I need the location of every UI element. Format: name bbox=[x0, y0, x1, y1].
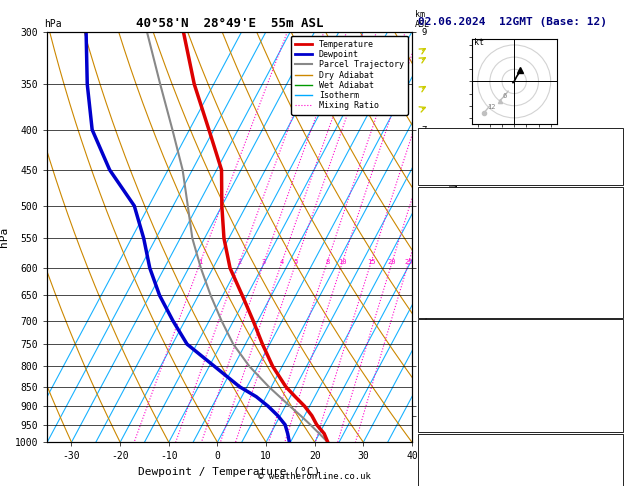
Text: 2: 2 bbox=[238, 260, 242, 265]
Text: 4: 4 bbox=[280, 260, 284, 265]
Text: 325: 325 bbox=[604, 248, 620, 257]
Text: PW (cm): PW (cm) bbox=[421, 171, 459, 179]
Text: 3: 3 bbox=[615, 266, 620, 275]
Text: 0: 0 bbox=[615, 417, 620, 426]
Text: 25: 25 bbox=[610, 134, 620, 142]
Text: 25: 25 bbox=[404, 260, 413, 265]
Text: 0: 0 bbox=[615, 303, 620, 312]
Text: Lifted Index: Lifted Index bbox=[421, 266, 486, 275]
Text: hPa: hPa bbox=[44, 19, 62, 29]
Text: 6: 6 bbox=[615, 476, 620, 485]
X-axis label: Dewpoint / Temperature (°C): Dewpoint / Temperature (°C) bbox=[138, 467, 321, 477]
Text: Lifted Index: Lifted Index bbox=[421, 381, 486, 389]
Text: 02.06.2024  12GMT (Base: 12): 02.06.2024 12GMT (Base: 12) bbox=[418, 17, 607, 27]
Text: θε(K): θε(K) bbox=[421, 248, 448, 257]
Text: 3: 3 bbox=[615, 381, 620, 389]
Title: 40°58'N  28°49'E  55m ASL: 40°58'N 28°49'E 55m ASL bbox=[136, 17, 323, 31]
Text: 2.54: 2.54 bbox=[599, 171, 620, 179]
Text: CAPE (J): CAPE (J) bbox=[421, 285, 464, 294]
Text: Most Unstable: Most Unstable bbox=[486, 325, 555, 334]
Text: 6: 6 bbox=[502, 93, 506, 100]
Y-axis label: hPa: hPa bbox=[0, 227, 9, 247]
Text: CIN (J): CIN (J) bbox=[421, 417, 459, 426]
Text: 0: 0 bbox=[615, 285, 620, 294]
Text: SREH: SREH bbox=[421, 476, 442, 485]
Text: 1011: 1011 bbox=[599, 344, 620, 352]
Text: 3: 3 bbox=[262, 260, 266, 265]
Text: 22.7: 22.7 bbox=[599, 211, 620, 220]
Y-axis label: Mixing Ratio (g/kg): Mixing Ratio (g/kg) bbox=[447, 181, 457, 293]
Text: 0: 0 bbox=[615, 399, 620, 408]
Text: EH: EH bbox=[421, 458, 431, 467]
Text: 1: 1 bbox=[198, 260, 203, 265]
Text: CAPE (J): CAPE (J) bbox=[421, 399, 464, 408]
Text: 8: 8 bbox=[325, 260, 330, 265]
Text: K: K bbox=[421, 134, 426, 142]
Text: Dewp (°C): Dewp (°C) bbox=[421, 229, 469, 238]
Text: 14.8: 14.8 bbox=[599, 229, 620, 238]
Text: 15: 15 bbox=[367, 260, 376, 265]
Text: 12: 12 bbox=[487, 104, 496, 110]
Text: km
ASL: km ASL bbox=[415, 10, 430, 29]
Text: 44: 44 bbox=[610, 152, 620, 161]
Text: 20: 20 bbox=[388, 260, 396, 265]
Text: Temp (°C): Temp (°C) bbox=[421, 211, 469, 220]
Text: © weatheronline.co.uk: © weatheronline.co.uk bbox=[258, 472, 371, 481]
Text: CIN (J): CIN (J) bbox=[421, 303, 459, 312]
Text: 2: 2 bbox=[615, 458, 620, 467]
Text: Surface: Surface bbox=[502, 192, 539, 201]
Text: Pressure (mb): Pressure (mb) bbox=[421, 344, 491, 352]
Text: kt: kt bbox=[474, 38, 484, 47]
Text: Totals Totals: Totals Totals bbox=[421, 152, 491, 161]
Text: 325: 325 bbox=[604, 362, 620, 371]
Legend: Temperature, Dewpoint, Parcel Trajectory, Dry Adiabat, Wet Adiabat, Isotherm, Mi: Temperature, Dewpoint, Parcel Trajectory… bbox=[291, 36, 408, 115]
Text: 5: 5 bbox=[294, 260, 298, 265]
Text: Hodograph: Hodograph bbox=[496, 439, 545, 448]
Text: 10: 10 bbox=[338, 260, 347, 265]
Text: θε (K): θε (K) bbox=[421, 362, 453, 371]
